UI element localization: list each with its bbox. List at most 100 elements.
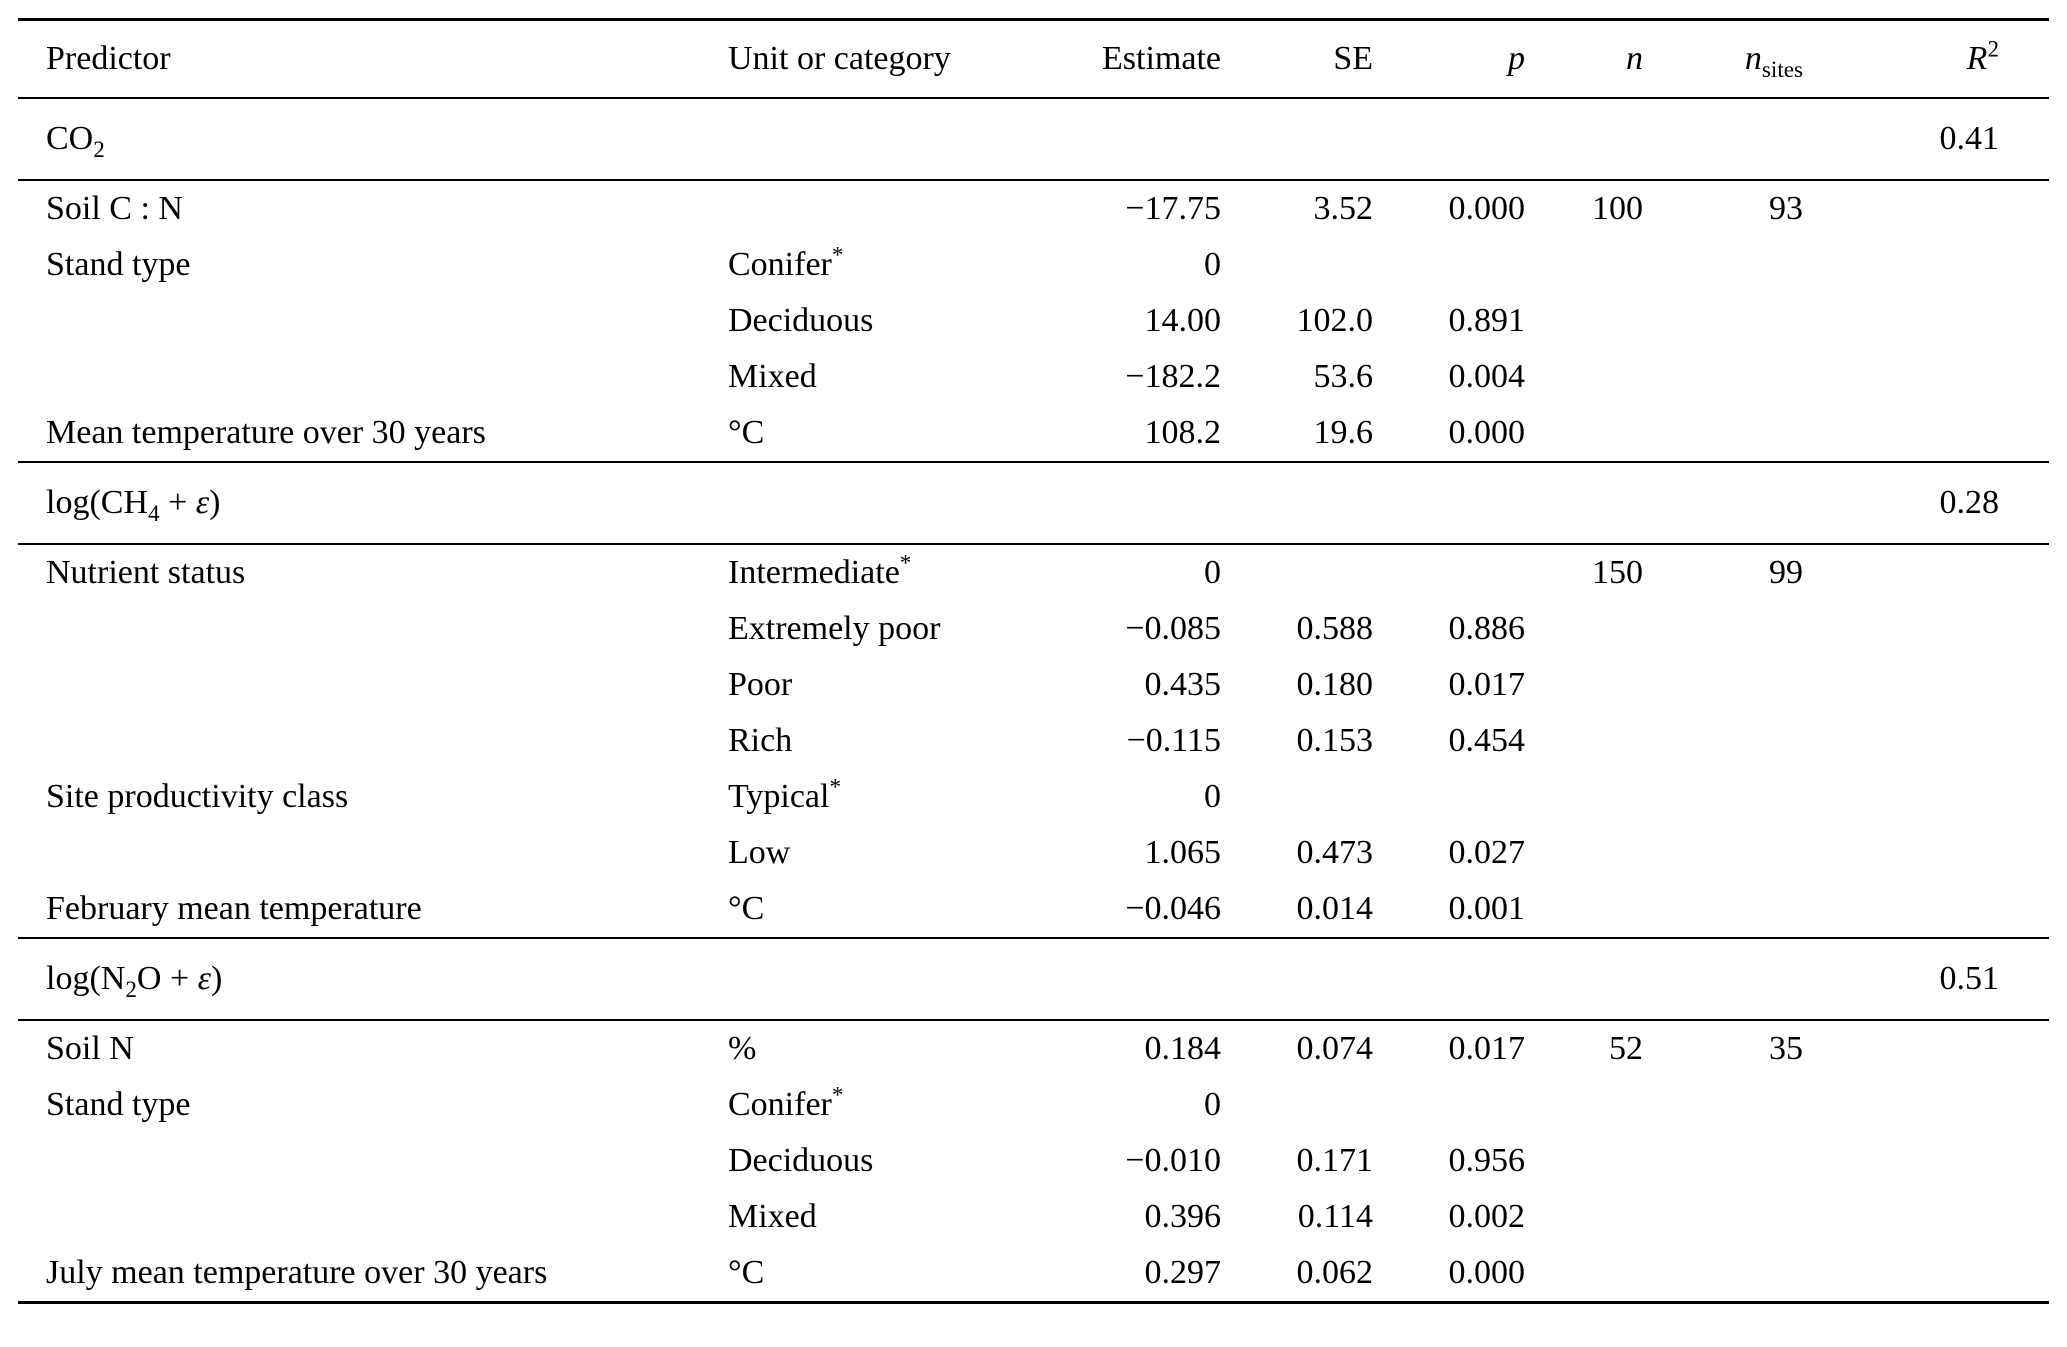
cell-predictor <box>18 657 728 713</box>
cell-r2 <box>1815 881 2049 938</box>
cell-estimate: 0 <box>1204 1086 1221 1123</box>
cell-p-value: 0.000 <box>1448 1254 1526 1291</box>
cell-p-value: 0.000 <box>1448 414 1526 451</box>
cell-unit-category: Typical* <box>728 774 842 815</box>
cell-n <box>1537 1189 1655 1245</box>
cell-r2 <box>1815 657 2049 713</box>
cell-n <box>1537 1133 1655 1189</box>
cell-estimate: −182.2 <box>1125 358 1221 395</box>
cell-p-value: 0.027 <box>1448 834 1526 871</box>
cell-predictor: Stand type <box>46 246 191 283</box>
cell-estimate: 1.065 <box>1144 834 1222 871</box>
cell-estimate: −0.085 <box>1125 610 1221 647</box>
regression-results-table: Predictor Unit or category Estimate SE p… <box>18 18 2049 1304</box>
cell-se <box>1233 1077 1385 1133</box>
cell-unit-category: Extremely poor <box>728 610 941 647</box>
cell-n-sites <box>1655 349 1815 405</box>
cell-p-value: 0.000 <box>1448 190 1526 227</box>
cell-n <box>1537 293 1655 349</box>
cell-n <box>1537 601 1655 657</box>
cell-n-sites <box>1655 1189 1815 1245</box>
cell-se: 0.074 <box>1296 1030 1374 1067</box>
cell-r2 <box>1815 349 2049 405</box>
cell-n: 150 <box>1592 554 1643 591</box>
cell-n <box>1537 657 1655 713</box>
table-row: Low 1.065 0.473 0.027 <box>18 825 2049 881</box>
cell-se <box>1233 237 1385 293</box>
cell-se: 0.180 <box>1296 666 1374 703</box>
cell-unit-category: Low <box>728 834 791 871</box>
table-row: Mixed 0.396 0.114 0.002 <box>18 1189 2049 1245</box>
cell-p-value: 0.017 <box>1448 666 1526 703</box>
cell-se: 102.0 <box>1296 302 1374 339</box>
cell-p-value: 0.454 <box>1448 722 1526 759</box>
cell-n <box>1537 237 1655 293</box>
cell-se: 0.588 <box>1296 610 1374 647</box>
cell-predictor: Stand type <box>46 1086 191 1123</box>
cell-r2 <box>1815 601 2049 657</box>
cell-unit-category: Mixed <box>728 358 817 395</box>
col-header-unit-or-category: Unit or category <box>728 40 951 77</box>
cell-estimate: 0 <box>1204 246 1221 283</box>
cell-unit-category: Poor <box>728 666 793 703</box>
cell-n-sites <box>1655 881 1815 938</box>
cell-se: 0.171 <box>1296 1142 1374 1179</box>
col-header-predictor: Predictor <box>46 40 171 77</box>
cell-r2 <box>1815 713 2049 769</box>
section-r2-value: 0.28 <box>1939 484 2000 521</box>
cell-estimate: 0.435 <box>1144 666 1222 703</box>
cell-predictor: Site productivity class <box>46 778 349 815</box>
cell-r2 <box>1815 405 2049 462</box>
cell-predictor <box>18 349 728 405</box>
cell-predictor <box>18 825 728 881</box>
table-row: Soil N % 0.184 0.074 0.017 52 35 <box>18 1020 2049 1077</box>
cell-r2 <box>1815 544 2049 601</box>
cell-predictor <box>18 1189 728 1245</box>
cell-unit-category: Deciduous <box>728 302 874 339</box>
cell-predictor: July mean temperature over 30 years <box>46 1254 548 1291</box>
cell-p-value: 0.886 <box>1448 610 1526 647</box>
table-row: Site productivity class Typical* 0 <box>18 769 2049 825</box>
col-header-n: n <box>1626 40 1643 77</box>
cell-predictor: Mean temperature over 30 years <box>46 414 486 451</box>
cell-se: 3.52 <box>1313 190 1374 227</box>
cell-estimate: 0.297 <box>1144 1254 1222 1291</box>
cell-n <box>1537 825 1655 881</box>
cell-n <box>1537 1077 1655 1133</box>
cell-se: 19.6 <box>1313 414 1374 451</box>
table-row: Deciduous 14.00 102.0 0.891 <box>18 293 2049 349</box>
cell-n-sites: 99 <box>1769 554 1803 591</box>
table-header-row: Predictor Unit or category Estimate SE p… <box>18 20 2049 98</box>
cell-unit-category: % <box>728 1030 757 1067</box>
cell-n <box>1537 769 1655 825</box>
cell-p-value <box>1385 769 1537 825</box>
cell-predictor: Soil N <box>46 1030 134 1067</box>
cell-estimate: −0.115 <box>1126 722 1221 759</box>
cell-se <box>1233 769 1385 825</box>
cell-predictor <box>18 713 728 769</box>
cell-se: 0.014 <box>1296 890 1374 927</box>
cell-r2 <box>1815 180 2049 237</box>
table-row: Mixed −182.2 53.6 0.004 <box>18 349 2049 405</box>
cell-unit-category: °C <box>728 414 765 451</box>
cell-unit-category: Conifer* <box>728 1082 844 1123</box>
cell-predictor: Nutrient status <box>46 554 246 591</box>
table-row: Deciduous −0.010 0.171 0.956 <box>18 1133 2049 1189</box>
cell-r2 <box>1815 1133 2049 1189</box>
cell-n <box>1537 881 1655 938</box>
cell-n-sites <box>1655 1245 1815 1303</box>
cell-estimate: −0.010 <box>1125 1142 1221 1179</box>
cell-p-value: 0.002 <box>1448 1198 1526 1235</box>
cell-r2 <box>1815 237 2049 293</box>
cell-estimate: 0.396 <box>1144 1198 1222 1235</box>
cell-n-sites <box>1655 769 1815 825</box>
cell-estimate: −0.046 <box>1125 890 1221 927</box>
table-row: Stand type Conifer* 0 <box>18 1077 2049 1133</box>
table-row: Poor 0.435 0.180 0.017 <box>18 657 2049 713</box>
cell-r2 <box>1815 1245 2049 1303</box>
cell-estimate: −17.75 <box>1125 190 1221 227</box>
cell-n-sites <box>1655 1077 1815 1133</box>
table-row: Mean temperature over 30 years °C 108.2 … <box>18 405 2049 462</box>
cell-r2 <box>1815 1189 2049 1245</box>
section-title: log(N2O + ε) <box>46 960 223 1003</box>
